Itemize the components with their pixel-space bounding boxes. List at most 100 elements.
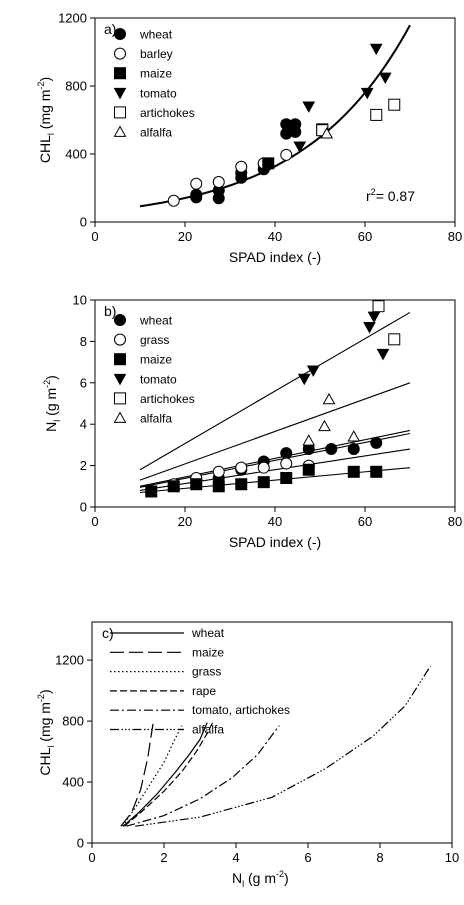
x-tick-label: 0 bbox=[91, 514, 98, 529]
legend-label: grass bbox=[192, 665, 221, 679]
x-tick-label: 80 bbox=[448, 229, 462, 244]
y-tick-label: 800 bbox=[65, 79, 87, 94]
y-tick-label: 10 bbox=[73, 293, 87, 308]
legend-label: artichokes bbox=[140, 392, 195, 406]
legend-marker-3 bbox=[113, 87, 127, 100]
data-point bbox=[190, 188, 203, 201]
x-axis-label: SPAD index (-) bbox=[229, 534, 321, 550]
plot-frame bbox=[91, 621, 453, 844]
data-point bbox=[370, 465, 383, 478]
x-tick-label: 40 bbox=[268, 514, 282, 529]
data-point bbox=[167, 480, 180, 493]
y-axis-label-unit: (g m bbox=[43, 388, 59, 420]
data-point bbox=[363, 322, 376, 334]
y-axis-label-close: ) bbox=[43, 375, 59, 380]
annotation-sup: 2 bbox=[371, 187, 376, 197]
data-point bbox=[235, 160, 248, 173]
regression-line bbox=[139, 467, 411, 494]
data-point bbox=[347, 443, 360, 456]
data-point bbox=[293, 141, 307, 153]
data-point bbox=[372, 300, 385, 313]
regression-line bbox=[139, 432, 411, 488]
x-tick-label: 20 bbox=[178, 514, 192, 529]
y-axis-label-unit: (mg m bbox=[37, 702, 53, 746]
data-point bbox=[257, 461, 270, 474]
regression-line bbox=[139, 448, 411, 491]
legend-label: tomato, artichokes bbox=[192, 703, 290, 717]
y-tick-label: 0 bbox=[80, 500, 87, 515]
legend-marker-0 bbox=[114, 314, 126, 326]
data-point bbox=[190, 177, 203, 190]
series-line-4 bbox=[126, 725, 280, 827]
regression-line bbox=[139, 382, 411, 481]
y-tick-label: 0 bbox=[80, 215, 87, 230]
data-point bbox=[320, 127, 334, 139]
series-line-0 bbox=[122, 722, 208, 827]
y-axis-label: CHLl (mg m-2) bbox=[36, 689, 56, 775]
legend-label: maize bbox=[140, 67, 172, 81]
legend-marker-2 bbox=[114, 353, 126, 366]
legend-label: maize bbox=[192, 645, 224, 659]
legend-label: alfalfa bbox=[140, 412, 172, 426]
data-point bbox=[280, 148, 293, 161]
x-tick-label: 40 bbox=[268, 229, 282, 244]
data-point bbox=[347, 430, 361, 442]
legend-label: tomato bbox=[140, 86, 177, 100]
series-line-2 bbox=[122, 725, 183, 827]
r-squared-annotation: r2= 0.87 bbox=[366, 187, 415, 204]
legend-marker-1 bbox=[114, 333, 126, 346]
legend-label: alfalfa bbox=[140, 126, 172, 140]
y-tick-label: 8 bbox=[80, 334, 87, 349]
y-axis-label-sub: l bbox=[46, 746, 56, 748]
x-tick-label: 60 bbox=[358, 229, 372, 244]
chart-panel-1: 0 20 40 60 80 0 2 4 6 8 10 b) SPAD index (-) Nl (g m-… bbox=[42, 293, 462, 551]
panel-label: a) bbox=[104, 21, 116, 37]
x-axis-label-main: N bbox=[232, 870, 242, 886]
series-line-5 bbox=[135, 665, 431, 827]
annotation-rest: = 0.87 bbox=[376, 188, 416, 204]
y-axis-label: CHLl (mg m-2) bbox=[36, 77, 56, 163]
panel-label: c) bbox=[102, 625, 114, 641]
y-axis-label: Nl (g m-2) bbox=[42, 375, 62, 432]
x-tick-label: 20 bbox=[178, 229, 192, 244]
y-axis-label-close: ) bbox=[37, 689, 53, 694]
legend-label: maize bbox=[140, 353, 172, 367]
data-point bbox=[297, 373, 311, 386]
y-axis-label-sub: l bbox=[52, 420, 62, 422]
data-point bbox=[302, 101, 316, 113]
x-tick-label: 6 bbox=[304, 850, 311, 865]
data-point bbox=[289, 125, 302, 138]
x-axis-label-close: ) bbox=[284, 870, 289, 886]
y-axis-label-sup: -2 bbox=[36, 82, 46, 90]
y-tick-label: 1200 bbox=[58, 11, 87, 26]
data-point bbox=[388, 333, 401, 346]
x-tick-label: 0 bbox=[91, 229, 98, 244]
y-axis-label-main: N bbox=[43, 422, 59, 432]
x-tick-label: 60 bbox=[358, 514, 372, 529]
legend-marker-1 bbox=[114, 47, 126, 60]
y-axis-label-sup: -2 bbox=[36, 694, 46, 702]
y-tick-label: 800 bbox=[62, 714, 84, 729]
legend-marker-5 bbox=[113, 125, 127, 137]
x-tick-label: 8 bbox=[376, 850, 383, 865]
data-point bbox=[302, 434, 316, 446]
legend-marker-2 bbox=[114, 67, 126, 80]
data-point bbox=[280, 472, 293, 485]
legend-label: barley bbox=[140, 47, 173, 61]
y-tick-label: 400 bbox=[62, 775, 84, 790]
panel-label: b) bbox=[104, 303, 116, 319]
legend-marker-4 bbox=[114, 106, 126, 119]
x-axis-label: Nl (g m-2) bbox=[232, 869, 289, 889]
data-point bbox=[370, 108, 383, 121]
data-point bbox=[262, 157, 275, 170]
y-tick-label: 4 bbox=[80, 417, 87, 432]
series-line-1 bbox=[120, 722, 154, 827]
regression-line bbox=[139, 429, 411, 487]
legend-label: rape bbox=[192, 684, 216, 698]
data-point bbox=[302, 463, 315, 476]
data-point bbox=[257, 476, 270, 489]
x-tick-label: 80 bbox=[448, 514, 462, 529]
data-point bbox=[322, 392, 336, 405]
x-axis-label-sub: l bbox=[242, 879, 244, 889]
